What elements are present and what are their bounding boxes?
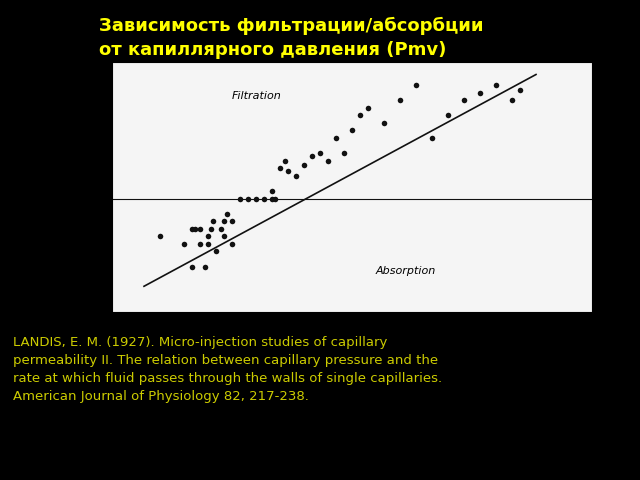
Point bbox=[459, 96, 469, 104]
Point bbox=[347, 127, 357, 134]
Point bbox=[395, 96, 405, 104]
Point bbox=[363, 104, 373, 112]
Point bbox=[267, 195, 277, 203]
Point bbox=[227, 240, 237, 248]
Text: LANDIS, E. M. (1927). Micro-injection studies of capillary
permeability II. The : LANDIS, E. M. (1927). Micro-injection st… bbox=[13, 336, 442, 403]
Point bbox=[203, 240, 213, 248]
Point bbox=[475, 89, 485, 96]
X-axis label: Capillary pressure (cmH₂O): Capillary pressure (cmH₂O) bbox=[285, 336, 419, 346]
Point bbox=[216, 225, 226, 233]
Text: Зависимость фильтрации/абсорбции: Зависимость фильтрации/абсорбции bbox=[99, 17, 484, 35]
Point bbox=[299, 161, 309, 169]
Point bbox=[443, 111, 453, 119]
Point bbox=[379, 119, 389, 127]
Point bbox=[507, 96, 517, 104]
Point bbox=[323, 157, 333, 165]
Point bbox=[235, 195, 245, 203]
Point bbox=[222, 210, 232, 217]
Point bbox=[227, 217, 237, 225]
Point bbox=[283, 168, 293, 175]
Point bbox=[280, 157, 290, 165]
Point bbox=[267, 187, 277, 195]
Point bbox=[339, 149, 349, 157]
Text: Filtration: Filtration bbox=[232, 91, 282, 101]
Point bbox=[203, 232, 213, 240]
Point bbox=[207, 217, 218, 225]
Point bbox=[155, 232, 165, 240]
Point bbox=[315, 149, 325, 157]
Point bbox=[270, 195, 280, 203]
Point bbox=[187, 225, 197, 233]
Point bbox=[355, 111, 365, 119]
Point bbox=[190, 225, 200, 233]
Point bbox=[187, 263, 197, 270]
Point bbox=[491, 81, 501, 89]
Point bbox=[219, 217, 229, 225]
Text: от капиллярного давления (Pmv): от капиллярного давления (Pmv) bbox=[99, 41, 447, 59]
Point bbox=[515, 86, 525, 94]
Point bbox=[259, 195, 269, 203]
Point bbox=[195, 225, 205, 233]
Point bbox=[200, 263, 210, 270]
Point bbox=[427, 134, 437, 142]
Point bbox=[331, 134, 341, 142]
Point bbox=[291, 172, 301, 180]
Point bbox=[411, 81, 421, 89]
Point bbox=[307, 152, 317, 160]
Point bbox=[211, 248, 221, 255]
Point bbox=[251, 195, 261, 203]
Point bbox=[275, 165, 285, 172]
Point bbox=[195, 240, 205, 248]
Text: Absorption: Absorption bbox=[376, 266, 436, 276]
Point bbox=[206, 225, 216, 233]
Point bbox=[243, 195, 253, 203]
Point bbox=[219, 232, 229, 240]
Point bbox=[179, 240, 189, 248]
Y-axis label: Rate of filtration or absorption (μm s⁻¹): Rate of filtration or absorption (μm s⁻¹… bbox=[68, 98, 77, 276]
